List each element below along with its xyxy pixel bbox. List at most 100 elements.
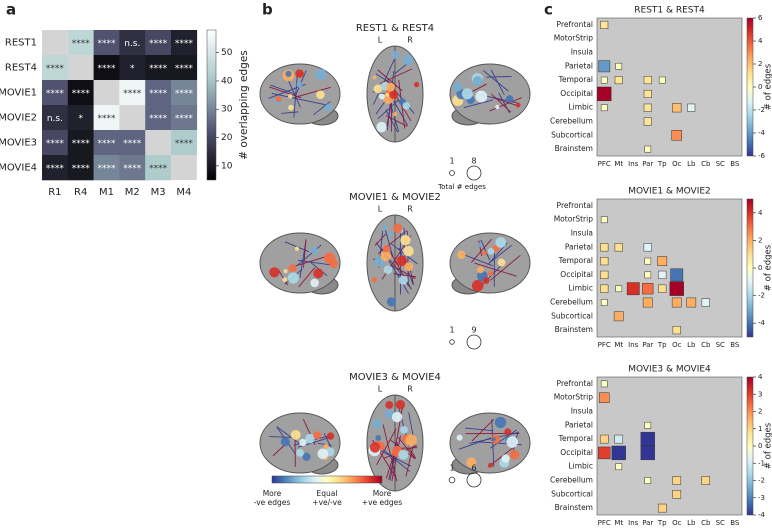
colorbar-tick-label: -1 — [758, 459, 765, 467]
heat-cell — [119, 80, 146, 106]
row-label: Limbic — [568, 284, 593, 293]
edge-square — [644, 477, 652, 484]
edge-square — [644, 271, 652, 279]
edge-square — [614, 434, 624, 444]
brain-node-decor — [391, 50, 400, 59]
column-label: Lb — [687, 341, 696, 349]
significance-label: **** — [46, 89, 65, 99]
colorbar-tick-label: 6 — [758, 14, 763, 22]
colorbar-tick-label: -4 — [758, 511, 766, 519]
row-label: Limbic — [568, 103, 593, 112]
column-label: Ins — [628, 341, 639, 349]
brain-node-decor — [488, 462, 494, 468]
brain-edge-decor — [377, 69, 403, 92]
brain-node-decor — [310, 278, 319, 288]
brain-colorbar-label: Equal — [317, 489, 338, 498]
brain-colorbar-label: -ve edges — [254, 498, 291, 507]
brain-node-decor — [386, 82, 396, 92]
row-label: Parietal — [565, 242, 593, 251]
brain-edge-decor — [276, 426, 301, 444]
row-label: Brainstem — [555, 144, 593, 153]
edge-square — [598, 446, 611, 460]
significance-label: * — [78, 114, 83, 124]
edge-square — [600, 256, 609, 266]
size-legend-circle — [449, 170, 455, 176]
brain-node-decor — [461, 88, 473, 100]
brain-node-decor — [311, 247, 319, 255]
colorbar-tick-label: 40 — [221, 76, 233, 86]
edge-square — [611, 445, 626, 461]
brain-edge-decor — [480, 239, 491, 261]
edge-square — [686, 297, 697, 308]
row-label: Insula — [571, 229, 593, 238]
column-label: Lb — [687, 160, 696, 168]
significance-label: **** — [123, 139, 142, 149]
edge-square — [599, 434, 609, 444]
brain-edge-decor — [460, 253, 494, 267]
row-label: Cerebellum — [550, 476, 593, 485]
brain-edge-decor — [389, 251, 412, 290]
brain-node-decor — [288, 104, 294, 111]
edge-square — [615, 62, 623, 70]
column-label: BS — [730, 341, 740, 349]
colorbar — [746, 198, 754, 338]
brain-node-decor — [452, 82, 463, 92]
row-label: Cerebellum — [550, 117, 593, 126]
significance-label: **** — [98, 39, 117, 49]
brain-edge-decor — [471, 418, 495, 442]
colorbar — [746, 17, 754, 157]
brain-node-decor — [382, 225, 388, 231]
brain-node-decor — [400, 235, 411, 246]
column-label: Par — [642, 160, 653, 168]
brain-colorbar-label: More — [263, 489, 282, 498]
colorbar — [746, 376, 754, 516]
matrix-title: MOVIE3 & MOVIE4 — [628, 365, 711, 375]
matrix-title: REST1 & REST4 — [634, 6, 705, 16]
brain-node-decor — [457, 250, 466, 259]
row-label: MotorStrip — [554, 215, 594, 224]
colorbar-tick-label: 0 — [758, 264, 762, 272]
brain-edge-decor — [375, 73, 392, 84]
edge-square — [613, 311, 624, 322]
brain-node-decor — [326, 432, 335, 440]
column-label: BS — [730, 519, 740, 527]
brain-node-decor — [402, 54, 414, 66]
brain-edge-decor — [489, 429, 518, 449]
brain-node-decor — [501, 454, 510, 463]
row-label: REST4 — [5, 63, 37, 74]
significance-label: * — [130, 64, 135, 74]
brain-edge-decor — [409, 448, 417, 459]
heat-cell — [42, 55, 69, 81]
brain-edge-decor — [270, 84, 297, 95]
brain-node-decor — [472, 75, 483, 86]
significance-label: **** — [98, 164, 117, 174]
brain-node-decor — [488, 270, 494, 276]
brain-edge-decor — [385, 115, 408, 127]
brain-node-decor — [402, 102, 410, 110]
edge-square — [598, 392, 610, 403]
hemisphere-label: R — [407, 205, 413, 214]
edge-square — [644, 421, 652, 429]
brain-colorbar-label: +ve edges — [362, 498, 402, 507]
brain-edge-decor — [382, 424, 398, 482]
heat-cell — [42, 130, 69, 156]
brain-node-decor — [491, 437, 496, 442]
colorbar-tick-label: 2 — [758, 236, 762, 244]
brain-node-decor — [395, 400, 406, 410]
brain-node-decor — [494, 416, 507, 429]
column-label: Oc — [672, 519, 682, 527]
colorbar-tick-label: 10 — [221, 161, 233, 171]
significance-label: **** — [46, 139, 65, 149]
column-label: Tp — [657, 160, 667, 168]
brain-node-decor — [413, 81, 420, 88]
brain-edge-decor — [377, 99, 400, 120]
brain-node-decor — [396, 255, 408, 267]
heat-cell — [42, 80, 69, 106]
brain-node-decor — [283, 269, 288, 274]
heat-cell — [119, 30, 146, 56]
edge-square — [600, 270, 609, 280]
heat-cell — [145, 30, 172, 56]
diagonal-cell — [42, 30, 68, 55]
heat-cell — [119, 55, 146, 81]
significance-label: **** — [72, 139, 91, 149]
